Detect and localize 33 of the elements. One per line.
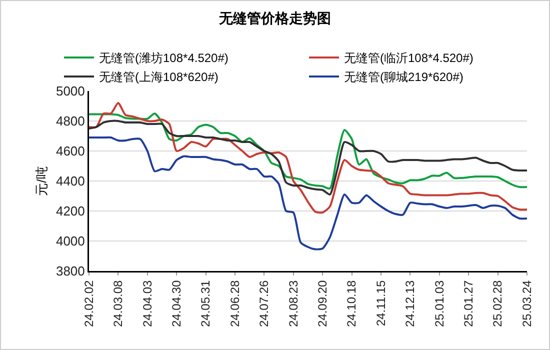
line-series: [89, 102, 527, 214]
legend-label: 无缝管(上海108*620#): [99, 70, 218, 84]
line-series: [89, 136, 527, 250]
x-tick-label: 25.02.28: [490, 280, 505, 328]
x-tick-label: 24.11.15: [374, 280, 388, 326]
x-tick-label: 24.03.08: [111, 280, 126, 328]
legend-label: 无缝管(临沂108*4.520#): [344, 51, 474, 66]
x-tick-label: 24.05.31: [198, 280, 213, 328]
x-tick-label: 24.10.18: [344, 280, 359, 328]
y-axis-title: 元/吨: [34, 166, 50, 196]
x-tick-label: 25.03.24: [520, 280, 534, 328]
x-tick-label: 24.12.13: [403, 280, 418, 328]
y-tick-label: 4800: [56, 114, 85, 129]
x-tick-label: 24.04.30: [170, 280, 184, 328]
y-tick-label: 4600: [56, 144, 85, 159]
legend-label: 无缝管(聊城219*620#): [344, 70, 464, 84]
line-series: [89, 112, 527, 190]
x-tick-label: 24.04.03: [140, 280, 154, 328]
x-tick-label: 24.02.02: [82, 280, 96, 328]
x-tick-label: 25.01.27: [462, 280, 476, 328]
line-series: [89, 120, 527, 196]
x-tick-label: 24.09.20: [316, 280, 330, 328]
x-tick-label: 24.07.26: [257, 280, 272, 328]
legend-label: 无缝管(潍坊108*4.520#): [99, 51, 228, 66]
y-tick-label: 5000: [56, 84, 85, 99]
x-tick-label: 24.06.28: [228, 280, 242, 328]
chart-title: 无缝管价格走势图: [218, 10, 331, 26]
y-tick-label: 4400: [56, 174, 85, 189]
x-tick-label: 25.01.03: [432, 280, 446, 328]
x-tick-label: 24.08.23: [286, 280, 300, 328]
y-tick-label: 4200: [56, 204, 85, 219]
y-tick-label: 4000: [56, 234, 85, 249]
y-tick-label: 3800: [56, 264, 85, 279]
